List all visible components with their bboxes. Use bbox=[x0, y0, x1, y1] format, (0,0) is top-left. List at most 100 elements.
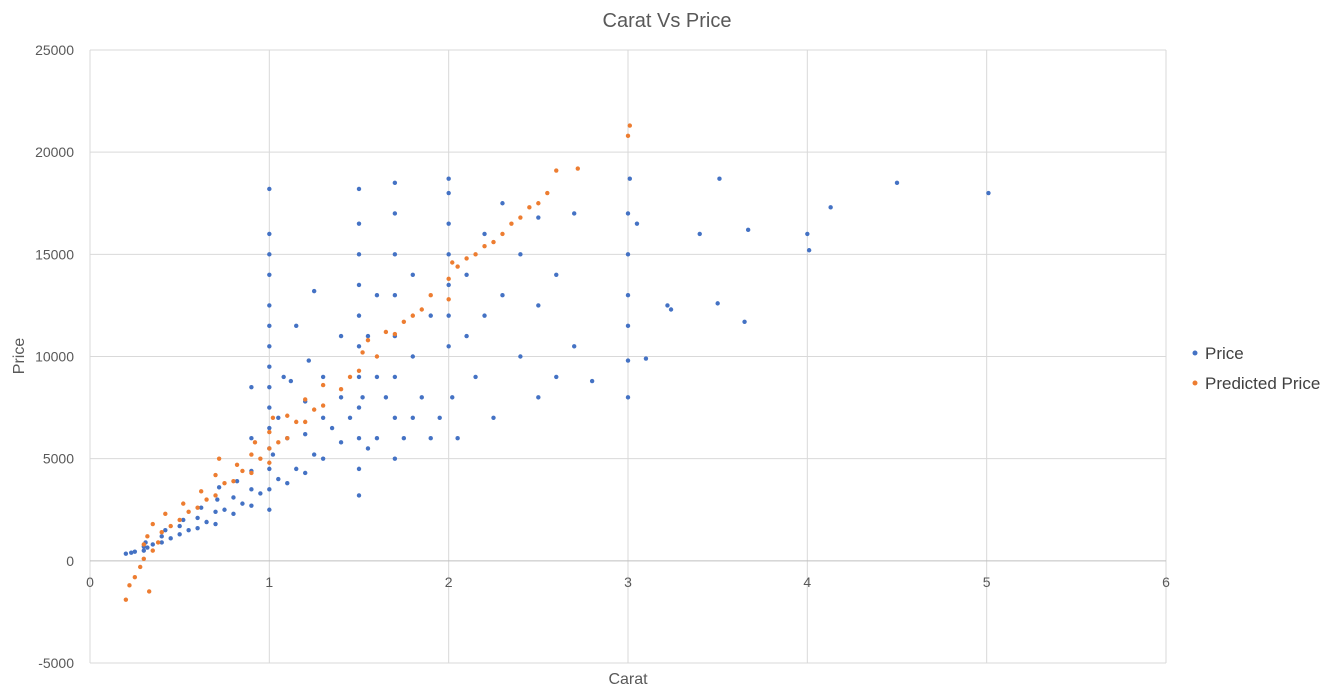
data-point bbox=[437, 415, 442, 420]
data-point bbox=[589, 378, 595, 384]
data-point bbox=[159, 530, 164, 535]
data-point bbox=[338, 386, 344, 392]
data-point bbox=[401, 319, 407, 324]
y-tick-label: -5000 bbox=[38, 655, 74, 671]
data-point bbox=[267, 425, 272, 431]
y-tick-label: 15000 bbox=[35, 246, 74, 262]
data-point bbox=[249, 436, 254, 441]
data-point bbox=[306, 358, 311, 363]
y-axis-label: Price bbox=[11, 338, 28, 375]
legend-marker-price bbox=[1192, 350, 1198, 356]
data-point bbox=[320, 382, 326, 388]
data-point bbox=[258, 491, 263, 496]
data-point bbox=[428, 436, 433, 441]
data-series bbox=[123, 123, 991, 602]
data-point bbox=[338, 395, 344, 400]
data-point bbox=[240, 468, 245, 474]
legend-label-predicted-price: Predicted Price bbox=[1205, 374, 1320, 393]
data-point bbox=[240, 501, 245, 506]
data-point bbox=[482, 243, 487, 249]
data-point bbox=[446, 282, 451, 288]
data-point bbox=[281, 374, 286, 380]
data-point bbox=[204, 519, 209, 525]
data-point bbox=[347, 415, 353, 420]
data-point bbox=[127, 583, 132, 588]
data-point bbox=[204, 497, 209, 502]
data-point bbox=[222, 480, 227, 486]
data-point bbox=[806, 248, 812, 253]
data-point bbox=[231, 478, 236, 484]
data-point bbox=[311, 452, 317, 457]
data-point bbox=[464, 256, 469, 261]
data-point bbox=[392, 374, 398, 380]
data-point bbox=[303, 470, 308, 476]
data-point bbox=[216, 456, 222, 461]
data-point bbox=[894, 180, 900, 186]
data-point bbox=[155, 540, 161, 545]
data-point bbox=[446, 276, 451, 282]
data-point bbox=[518, 215, 523, 220]
data-point bbox=[643, 356, 649, 361]
x-tick-label: 0 bbox=[86, 574, 94, 590]
grid bbox=[89, 49, 1167, 664]
data-point bbox=[392, 293, 398, 298]
data-point bbox=[360, 395, 365, 400]
y-tick-labels: -5000 0 5000 10000 15000 20000 25000 bbox=[35, 42, 74, 671]
data-point bbox=[181, 501, 186, 506]
data-point bbox=[545, 190, 550, 196]
data-point bbox=[267, 252, 272, 257]
x-tick-label: 3 bbox=[624, 574, 632, 590]
data-point bbox=[146, 589, 152, 594]
data-point bbox=[270, 415, 276, 420]
data-point bbox=[267, 323, 272, 329]
series-predicted-price bbox=[123, 123, 632, 602]
data-point bbox=[410, 354, 415, 359]
data-point bbox=[198, 505, 204, 510]
data-point bbox=[356, 313, 362, 318]
data-point bbox=[347, 374, 353, 380]
data-point bbox=[536, 395, 541, 400]
data-point bbox=[267, 186, 272, 192]
data-point bbox=[198, 489, 204, 494]
data-point bbox=[150, 521, 155, 527]
data-point bbox=[294, 323, 299, 329]
data-point bbox=[356, 493, 362, 498]
data-point bbox=[186, 509, 191, 514]
data-point bbox=[285, 413, 290, 418]
legend-item-predicted-price: Predicted Price bbox=[1192, 374, 1320, 393]
x-tick-label: 4 bbox=[803, 574, 811, 590]
x-tick-labels: 0 1 2 3 4 5 6 bbox=[86, 574, 1170, 590]
data-point bbox=[715, 301, 720, 306]
data-point bbox=[213, 493, 218, 498]
data-point bbox=[267, 460, 272, 465]
data-point bbox=[392, 211, 398, 216]
data-point bbox=[222, 507, 227, 512]
data-point bbox=[303, 419, 308, 425]
data-point bbox=[634, 221, 640, 226]
legend-item-price: Price bbox=[1192, 344, 1244, 363]
data-point bbox=[365, 337, 371, 343]
data-point bbox=[625, 252, 631, 257]
data-point bbox=[446, 297, 451, 302]
x-tick-label: 2 bbox=[445, 574, 453, 590]
data-point bbox=[536, 215, 541, 220]
data-point bbox=[500, 231, 505, 237]
data-point bbox=[181, 517, 186, 523]
data-point bbox=[267, 405, 272, 410]
data-point bbox=[303, 397, 308, 402]
data-point bbox=[668, 307, 674, 312]
data-point bbox=[311, 407, 317, 412]
data-point bbox=[338, 440, 344, 445]
data-point bbox=[329, 425, 335, 431]
data-point bbox=[717, 176, 722, 181]
data-point bbox=[450, 395, 455, 400]
data-point bbox=[473, 374, 478, 380]
legend: Price Predicted Price bbox=[1192, 344, 1320, 393]
data-point bbox=[554, 374, 559, 380]
data-point bbox=[141, 542, 146, 547]
data-point bbox=[374, 293, 380, 298]
data-point bbox=[383, 395, 389, 400]
x-tick-label: 1 bbox=[265, 574, 273, 590]
data-point bbox=[141, 556, 146, 561]
